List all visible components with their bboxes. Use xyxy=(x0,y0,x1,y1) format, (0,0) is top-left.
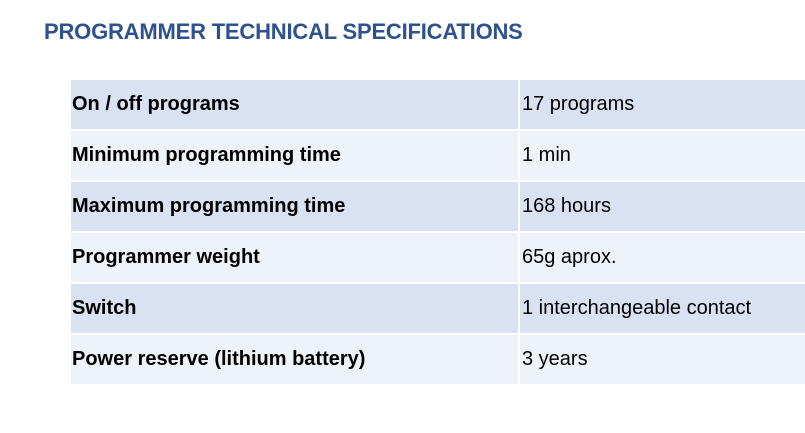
table-row: Power reserve (lithium battery) 3 years xyxy=(71,334,805,386)
table-row: Switch 1 interchangeable contact xyxy=(71,283,805,335)
spec-value: 1 min xyxy=(518,130,805,182)
spec-value: 17 programs xyxy=(518,80,805,131)
spec-label: Power reserve (lithium battery) xyxy=(71,334,519,386)
spec-value: 3 years xyxy=(518,334,805,386)
spec-label: Switch xyxy=(71,283,519,335)
spec-label: Maximum programming time xyxy=(71,181,519,233)
specifications-table: On / off programs 17 programs Minimum pr… xyxy=(71,80,805,386)
spec-value: 65g aprox. xyxy=(518,232,805,284)
spec-value: 168 hours xyxy=(518,181,805,233)
table-row: Programmer weight 65g aprox. xyxy=(71,232,805,284)
spec-value: 1 interchangeable contact xyxy=(518,283,805,335)
page-title: PROGRAMMER TECHNICAL SPECIFICATIONS xyxy=(44,19,523,44)
table-row: Minimum programming time 1 min xyxy=(71,130,805,182)
table-row: Maximum programming time 168 hours xyxy=(71,181,805,233)
spec-label: On / off programs xyxy=(71,80,519,131)
spec-label: Programmer weight xyxy=(71,232,519,284)
table-row: On / off programs 17 programs xyxy=(71,80,805,131)
spec-label: Minimum programming time xyxy=(71,130,519,182)
